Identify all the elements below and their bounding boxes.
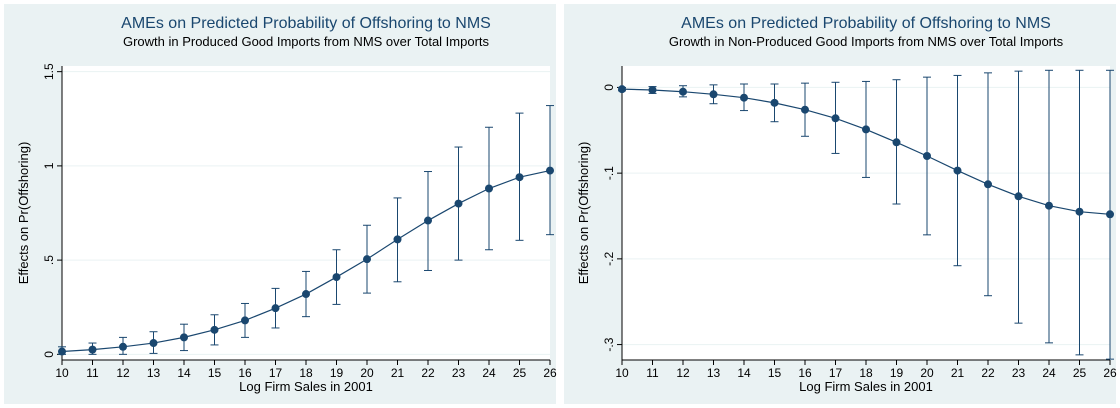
x-tick-label: 16 <box>238 366 252 380</box>
x-tick-label: 25 <box>513 366 527 380</box>
x-tick-label: 17 <box>829 366 843 380</box>
x-tick-label: 13 <box>147 366 161 380</box>
y-tick-label: -.2 <box>602 252 616 266</box>
data-point <box>984 180 992 189</box>
data-point <box>58 347 66 356</box>
x-tick-label: 16 <box>798 366 812 380</box>
x-tick-label: 20 <box>360 366 374 380</box>
chart-subtitle: Growth in Non-Produced Good Imports from… <box>669 34 1064 49</box>
x-tick-label: 12 <box>116 366 130 380</box>
data-point <box>892 138 901 147</box>
x-tick-label: 20 <box>920 366 934 380</box>
chart-title: AMEs on Predicted Probability of Offshor… <box>681 15 1051 32</box>
data-point <box>302 290 310 299</box>
x-tick-label: 21 <box>391 366 405 380</box>
data-point <box>1075 207 1084 216</box>
data-point <box>923 152 931 160</box>
x-tick-label: 17 <box>269 366 283 380</box>
data-point <box>1045 201 1053 210</box>
y-tick-label: .5 <box>42 255 56 265</box>
y-tick-label: 0 <box>602 84 616 91</box>
data-point <box>740 93 748 102</box>
y-tick-label: -.1 <box>602 166 616 180</box>
chart-non-produced-goods: 0 -.1 -.2 -.3 10 11 12 13 14 15 16 17 18 19 20 21 22 23 24… <box>564 4 1117 404</box>
data-point <box>862 125 870 134</box>
data-point <box>1106 210 1114 219</box>
x-tick-label: 15 <box>208 366 222 380</box>
data-point <box>332 273 341 282</box>
x-tick-label: 23 <box>1012 366 1026 380</box>
x-tick-label: 10 <box>615 366 629 380</box>
y-tick-label: -.3 <box>602 337 616 351</box>
chart-panel-left: 0 .5 1 1.5 10 11 12 13 14 15 16 17 18 19 20 21 22 23 24 25 2… <box>4 4 557 404</box>
data-point <box>241 316 249 325</box>
data-point <box>149 339 158 348</box>
y-axis-label: Effects on Pr(Offshoring) <box>576 142 591 285</box>
data-point <box>180 333 188 342</box>
y-tick-label: 1.5 <box>42 63 56 80</box>
data-point <box>546 166 554 175</box>
data-point <box>515 173 524 182</box>
chart-subtitle: Growth in Produced Good Imports from NMS… <box>123 34 490 49</box>
x-tick-label: 19 <box>330 366 344 380</box>
data-point <box>770 98 779 107</box>
y-tick-label: 0 <box>42 351 56 358</box>
x-tick-label: 22 <box>981 366 995 380</box>
x-axis-label: Log Firm Sales in 2001 <box>239 379 373 394</box>
data-point <box>831 114 840 123</box>
data-point <box>485 184 493 193</box>
data-point <box>953 166 962 175</box>
x-tick-label: 24 <box>482 366 496 380</box>
x-tick-label: 12 <box>676 366 690 380</box>
data-point <box>709 90 718 99</box>
y-tick-label: 1 <box>42 162 56 169</box>
x-tick-label: 14 <box>737 366 751 380</box>
x-tick-label: 11 <box>646 366 659 380</box>
x-tick-label: 15 <box>768 366 782 380</box>
chart-title: AMEs on Predicted Probability of Offshor… <box>121 15 491 32</box>
x-tick-label: 24 <box>1042 366 1056 380</box>
x-tick-label: 10 <box>55 366 69 380</box>
data-point <box>1014 192 1023 201</box>
data-point <box>679 87 687 96</box>
x-tick-label: 18 <box>299 366 313 380</box>
data-point <box>648 86 657 94</box>
x-tick-label: 18 <box>859 366 873 380</box>
x-tick-label: 21 <box>951 366 965 380</box>
x-tick-label: 19 <box>890 366 904 380</box>
x-tick-label: 26 <box>1103 366 1117 380</box>
data-point <box>801 105 809 114</box>
data-point <box>454 199 463 208</box>
chart-produced-goods: 0 .5 1 1.5 10 11 12 13 14 15 16 17 18 19 20 21 22 23 24 25 2… <box>4 4 557 404</box>
x-axis-label: Log Firm Sales in 2001 <box>799 379 933 394</box>
data-point <box>271 304 280 313</box>
x-tick-label: 23 <box>452 366 466 380</box>
data-point <box>119 342 127 351</box>
data-point <box>210 325 219 334</box>
x-tick-label: 25 <box>1073 366 1087 380</box>
data-point <box>363 255 371 264</box>
x-tick-label: 22 <box>421 366 435 380</box>
x-tick-label: 26 <box>543 366 557 380</box>
data-point <box>88 345 97 354</box>
data-point <box>618 85 626 94</box>
x-tick-label: 11 <box>86 366 99 380</box>
x-tick-label: 13 <box>707 366 721 380</box>
y-axis-label: Effects on Pr(Offshoring) <box>16 142 31 285</box>
x-tick-label: 14 <box>177 366 191 380</box>
data-point <box>393 235 402 244</box>
data-point <box>424 216 432 225</box>
chart-panel-right: 0 -.1 -.2 -.3 10 11 12 13 14 15 16 17 18 19 20 21 22 23 24… <box>560 0 1120 408</box>
